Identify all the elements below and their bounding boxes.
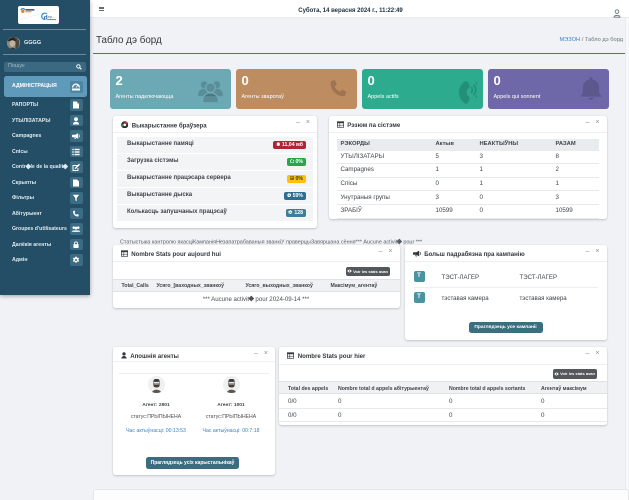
- svg-text:ep…: ep…: [48, 15, 56, 19]
- svg-text:d: d: [44, 15, 48, 22]
